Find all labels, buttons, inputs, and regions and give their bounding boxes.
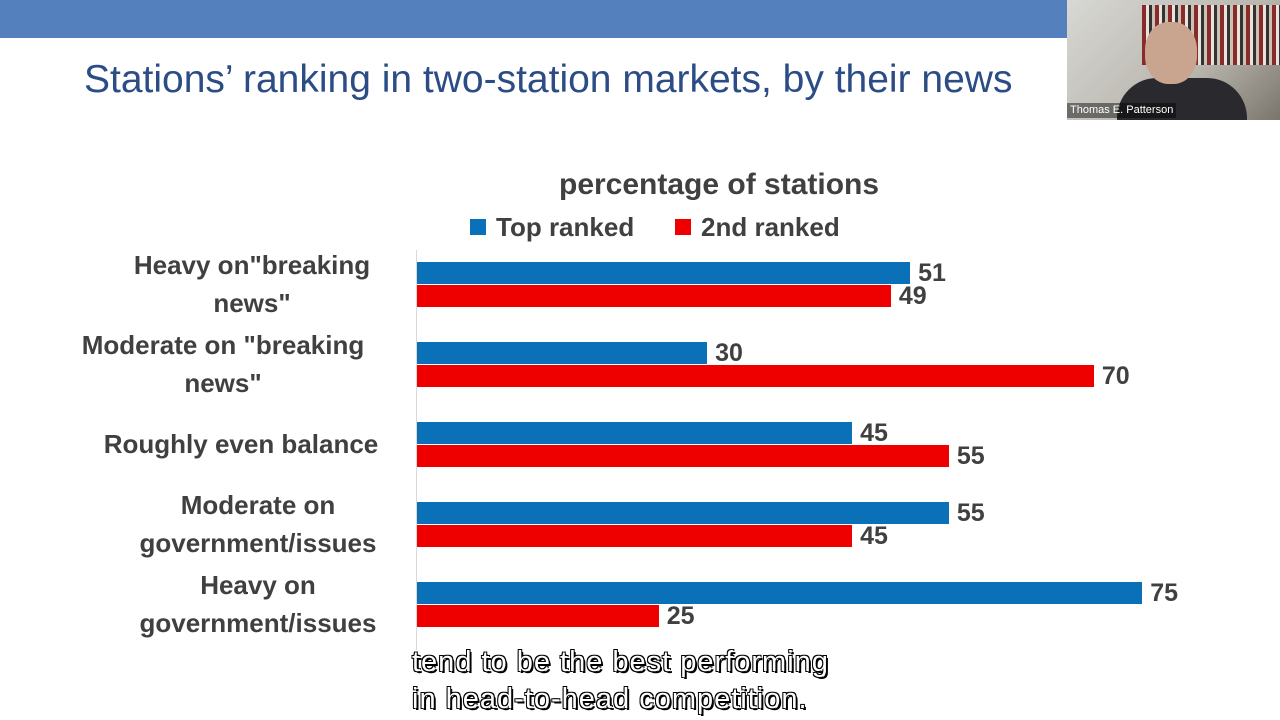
category-label-line: news" (184, 368, 262, 398)
data-label: 51 (918, 259, 946, 287)
data-label: 55 (956, 442, 985, 470)
bar-2nd-ranked (417, 605, 659, 627)
bar-2nd-ranked (417, 525, 853, 547)
bar-top-ranked (417, 262, 911, 284)
caption-line-2: in head-to-head competition. (412, 683, 808, 715)
category-label-line: Moderate on "breaking (81, 330, 365, 360)
category-label-line: government/issues (139, 608, 377, 638)
data-label: 55 (956, 499, 985, 527)
legend-swatch-blue (470, 219, 486, 235)
category-label: Moderate on "breaking news" (73, 326, 373, 402)
legend-label: 2nd ranked (701, 212, 840, 242)
bar-top-ranked (417, 422, 853, 444)
category-label-line: Heavy on (200, 570, 316, 600)
category-label-line: Moderate on (180, 490, 336, 520)
caption-line-1: tend to be the best performing (412, 646, 829, 678)
closed-caption: tend to be the best performing in head-t… (412, 644, 829, 718)
category-label: Heavy on government/issues (108, 566, 408, 642)
data-label: 75 (1150, 579, 1179, 607)
bar-2nd-ranked (417, 365, 1094, 387)
category-axis-line (416, 250, 417, 650)
bar-2nd-ranked (417, 445, 949, 467)
slide-header-bar (0, 0, 1280, 38)
category-label: Heavy on"breaking news" (102, 246, 402, 322)
participant-body (1117, 78, 1247, 120)
slide-title: Stations’ ranking in two-station markets… (84, 58, 1013, 101)
data-label: 70 (1101, 362, 1130, 390)
data-label: 30 (715, 339, 743, 367)
bar-top-ranked (417, 582, 1143, 604)
legend-label: Top ranked (496, 212, 635, 242)
data-label: 49 (898, 282, 927, 310)
data-label: 45 (860, 522, 888, 550)
category-label: Roughly even balance (91, 425, 391, 463)
legend-item-2nd-ranked: 2nd ranked (675, 212, 840, 242)
bar-top-ranked (417, 342, 708, 364)
legend-item-top-ranked: Top ranked (470, 212, 634, 242)
data-label: 45 (860, 419, 888, 447)
data-label: 25 (666, 602, 695, 630)
category-label-line: Roughly even balance (103, 429, 379, 459)
category-label-line: news" (213, 288, 291, 318)
chart-title: percentage of stations (559, 168, 880, 201)
legend-swatch-red (675, 219, 691, 235)
bar-top-ranked (417, 502, 949, 524)
category-label-line: Heavy on"breaking (133, 250, 371, 280)
category-label: Moderate on government/issues (108, 486, 408, 562)
bar-2nd-ranked (417, 285, 891, 307)
participant-name: Thomas E. Patterson (1067, 103, 1177, 118)
participant-video[interactable]: Thomas E. Patterson (1067, 0, 1280, 120)
participant-head (1145, 22, 1197, 84)
category-label-line: government/issues (139, 528, 377, 558)
